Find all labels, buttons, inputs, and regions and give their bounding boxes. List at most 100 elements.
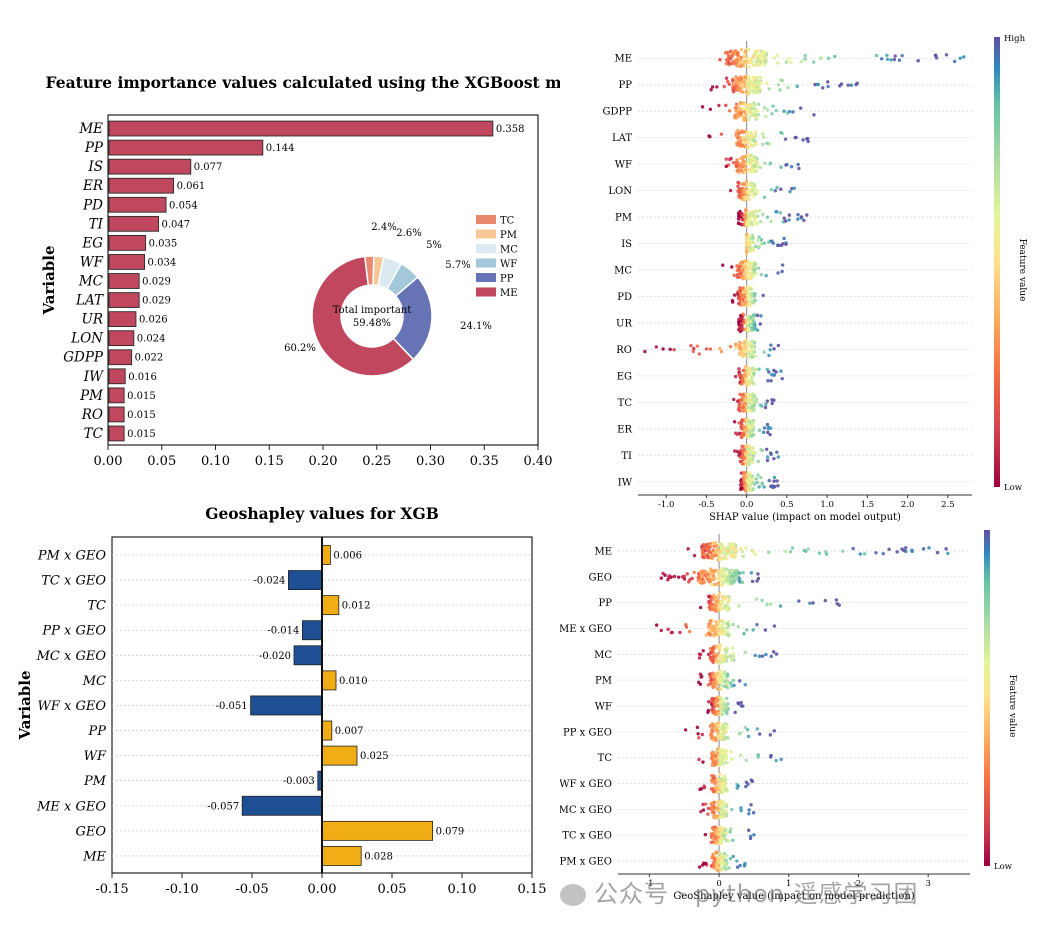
shap-point — [749, 131, 752, 134]
shap-point — [752, 419, 755, 422]
shap-point — [751, 461, 754, 464]
shap-point — [800, 215, 803, 218]
value-label: 0.061 — [177, 181, 206, 192]
shap-point — [739, 455, 742, 458]
shap-point — [711, 751, 714, 754]
shap-point — [773, 56, 776, 59]
shap-point — [756, 239, 759, 242]
shap-point — [746, 393, 749, 396]
shap-point — [721, 673, 724, 676]
bar — [322, 596, 339, 615]
shap-point — [737, 367, 740, 370]
shap-point — [767, 354, 770, 357]
shap-point — [715, 726, 718, 729]
shap-point — [762, 54, 765, 57]
category-label: WF — [84, 749, 107, 764]
shap-point — [739, 483, 742, 486]
shap-point — [776, 244, 779, 247]
shap-point — [779, 131, 782, 134]
shap-point — [761, 294, 764, 297]
shap-point — [712, 840, 715, 843]
shap-point — [741, 419, 744, 422]
shap-point — [715, 832, 718, 835]
shap-point — [709, 551, 712, 554]
shap-point — [777, 455, 780, 458]
shap-point — [741, 144, 744, 147]
shap-point — [743, 215, 746, 218]
shap-point — [677, 575, 680, 578]
shap-point — [737, 111, 740, 114]
feature-label: ME x GEO — [560, 624, 612, 635]
importance-chart: Feature importance values calculated usi… — [0, 60, 560, 480]
shap-point — [747, 118, 750, 121]
shap-point — [749, 267, 752, 270]
value-label: 0.007 — [335, 726, 364, 737]
shap-point — [755, 82, 758, 85]
shap-point — [742, 183, 745, 186]
shap-point — [748, 115, 751, 118]
shap-point — [744, 76, 747, 79]
shap-point — [730, 544, 733, 547]
shap-point — [765, 603, 768, 606]
shap-point — [746, 223, 749, 226]
value-label: -0.051 — [216, 701, 248, 712]
shap-point — [717, 104, 720, 107]
value-label: 0.077 — [194, 162, 223, 173]
category-label: PP x GEO — [41, 624, 106, 639]
shap-point — [709, 647, 712, 650]
shap-point — [655, 345, 658, 348]
shap-point — [696, 732, 699, 735]
shap-point — [804, 54, 807, 57]
shap-point — [769, 602, 772, 605]
shap-point — [749, 183, 752, 186]
shap-point — [720, 842, 723, 845]
shap-point — [742, 445, 745, 448]
shap-point — [750, 402, 753, 405]
shap-point — [718, 643, 721, 646]
shap-point — [751, 105, 754, 108]
shap-point — [714, 699, 717, 702]
feature-label: WF — [595, 702, 612, 713]
shap-point — [747, 153, 750, 156]
shap-point — [760, 242, 763, 245]
shap-point — [726, 622, 729, 625]
bar-pp — [109, 140, 263, 155]
shap-point — [721, 762, 724, 765]
shap-point — [735, 859, 738, 862]
shap-point — [781, 263, 784, 266]
shap-point — [716, 704, 719, 707]
x-tick-label: 1.0 — [820, 500, 834, 510]
x-axis-label: SHAP value (impact on model output) — [709, 512, 901, 523]
shap-point — [746, 270, 749, 273]
shap-point — [753, 313, 756, 316]
shap-point — [777, 83, 780, 86]
bar — [288, 571, 322, 590]
shap-point — [769, 379, 772, 382]
shap-point — [812, 113, 815, 116]
shap-point — [743, 456, 746, 459]
shap-point — [686, 547, 689, 550]
donut-slice-label: 2.4% — [371, 222, 396, 233]
shap-point — [758, 245, 761, 248]
donut-slice-label: 24.1% — [460, 321, 492, 332]
shap-point — [661, 347, 664, 350]
legend-swatch — [476, 273, 496, 282]
bar — [322, 821, 433, 840]
shap-point — [724, 51, 727, 54]
shap-point — [698, 352, 701, 355]
category-label: WF x GEO — [37, 699, 106, 714]
shap-point — [749, 315, 752, 318]
shap-point — [750, 355, 753, 358]
shap-point — [711, 832, 714, 835]
x-tick-label: 2.0 — [901, 500, 915, 510]
shap-point — [737, 604, 740, 607]
shap-point — [742, 346, 745, 349]
shap-point — [725, 736, 728, 739]
shap-point — [730, 55, 733, 58]
shap-point — [752, 55, 755, 58]
feature-label: PP x GEO — [563, 727, 612, 738]
shap-point — [770, 112, 773, 115]
shap-point — [711, 659, 714, 662]
shap-point — [725, 607, 728, 610]
legend-swatch — [476, 288, 496, 297]
